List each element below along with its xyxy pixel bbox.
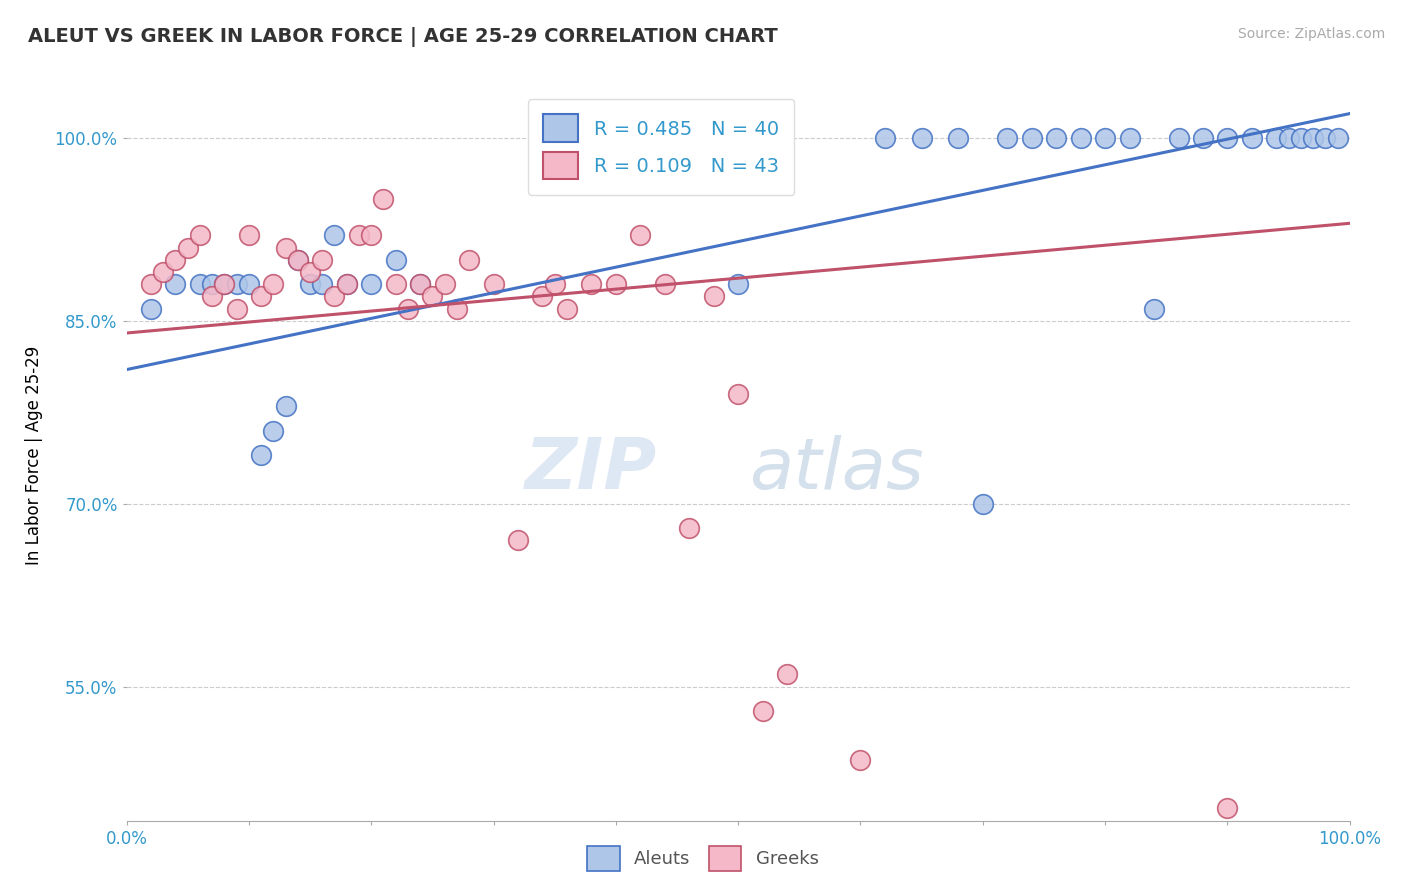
- Point: [347, 228, 370, 243]
- Point: [1143, 301, 1166, 316]
- Point: [1167, 131, 1189, 145]
- Point: [323, 289, 346, 303]
- Point: [1192, 131, 1215, 145]
- Point: [311, 252, 333, 267]
- Point: [948, 131, 970, 145]
- Point: [1326, 131, 1348, 145]
- Point: [433, 277, 456, 292]
- Point: [849, 753, 872, 767]
- Point: [311, 277, 333, 292]
- Point: [336, 277, 359, 292]
- Point: [165, 252, 187, 267]
- Point: [995, 131, 1018, 145]
- Point: [911, 131, 934, 145]
- Point: [274, 241, 297, 255]
- Point: [384, 277, 406, 292]
- Point: [1070, 131, 1092, 145]
- Text: atlas: atlas: [749, 435, 924, 504]
- Point: [139, 301, 162, 316]
- Point: [727, 387, 749, 401]
- Point: [482, 277, 505, 292]
- Text: ZIP: ZIP: [526, 435, 658, 504]
- Point: [396, 301, 419, 316]
- Point: [1216, 801, 1239, 815]
- Text: ALEUT VS GREEK IN LABOR FORCE | AGE 25-29 CORRELATION CHART: ALEUT VS GREEK IN LABOR FORCE | AGE 25-2…: [28, 27, 778, 46]
- Point: [299, 277, 322, 292]
- Point: [654, 277, 676, 292]
- Text: Source: ZipAtlas.com: Source: ZipAtlas.com: [1237, 27, 1385, 41]
- Point: [287, 252, 309, 267]
- Point: [1216, 131, 1239, 145]
- Point: [299, 265, 322, 279]
- Point: [678, 521, 700, 535]
- Point: [1289, 131, 1312, 145]
- Point: [409, 277, 432, 292]
- Point: [250, 289, 273, 303]
- Point: [225, 301, 247, 316]
- Point: [1277, 131, 1299, 145]
- Point: [1265, 131, 1288, 145]
- Point: [360, 228, 382, 243]
- Point: [972, 497, 994, 511]
- Point: [214, 277, 236, 292]
- Point: [506, 533, 529, 548]
- Point: [1118, 131, 1140, 145]
- Point: [422, 289, 444, 303]
- Point: [250, 448, 273, 462]
- Point: [458, 252, 481, 267]
- Point: [531, 289, 554, 303]
- Point: [703, 289, 725, 303]
- Y-axis label: In Labor Force | Age 25-29: In Labor Force | Age 25-29: [25, 345, 44, 565]
- Point: [1021, 131, 1043, 145]
- Point: [201, 277, 224, 292]
- Point: [446, 301, 468, 316]
- Point: [751, 704, 773, 718]
- Point: [384, 252, 406, 267]
- Legend: R = 0.485   N = 40, R = 0.109   N = 43: R = 0.485 N = 40, R = 0.109 N = 43: [527, 99, 794, 194]
- Point: [188, 228, 211, 243]
- Point: [139, 277, 162, 292]
- Point: [628, 228, 651, 243]
- Point: [238, 277, 260, 292]
- Point: [1045, 131, 1067, 145]
- Point: [262, 424, 284, 438]
- Point: [1240, 131, 1263, 145]
- Point: [201, 289, 224, 303]
- Point: [581, 277, 603, 292]
- Point: [1315, 131, 1337, 145]
- Point: [776, 667, 799, 681]
- Point: [188, 277, 211, 292]
- Point: [1094, 131, 1116, 145]
- Point: [323, 228, 346, 243]
- Point: [165, 277, 187, 292]
- Point: [262, 277, 284, 292]
- Point: [543, 277, 565, 292]
- Point: [238, 228, 260, 243]
- Point: [409, 277, 432, 292]
- Point: [360, 277, 382, 292]
- Point: [225, 277, 247, 292]
- Point: [1302, 131, 1324, 145]
- Point: [336, 277, 359, 292]
- Point: [287, 252, 309, 267]
- Point: [152, 265, 174, 279]
- Point: [555, 301, 578, 316]
- Point: [605, 277, 627, 292]
- Legend: Aleuts, Greeks: Aleuts, Greeks: [581, 838, 825, 879]
- Point: [177, 241, 200, 255]
- Point: [873, 131, 896, 145]
- Point: [214, 277, 236, 292]
- Point: [727, 277, 749, 292]
- Point: [274, 399, 297, 413]
- Point: [373, 192, 395, 206]
